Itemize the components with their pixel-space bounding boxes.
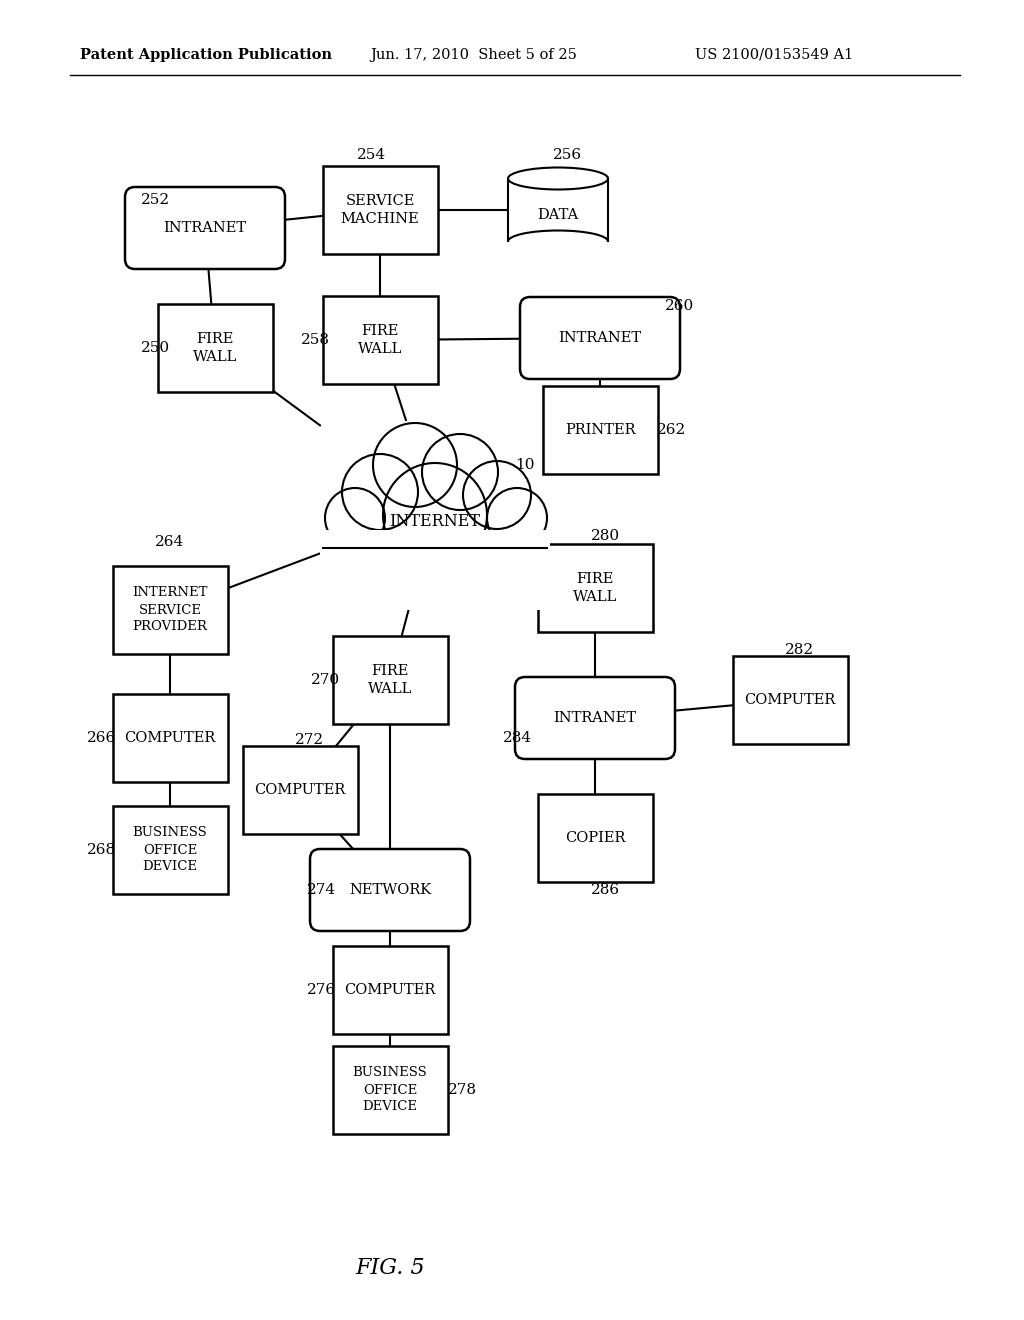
Text: 270: 270 xyxy=(310,673,340,686)
Bar xyxy=(323,166,437,253)
Text: 272: 272 xyxy=(296,733,325,747)
Text: 282: 282 xyxy=(785,643,814,657)
Text: FIG. 5: FIG. 5 xyxy=(355,1257,425,1279)
Bar xyxy=(323,296,437,384)
Text: 274: 274 xyxy=(307,883,337,898)
Text: US 2100/0153549 A1: US 2100/0153549 A1 xyxy=(695,48,853,62)
Bar xyxy=(506,242,610,255)
Circle shape xyxy=(325,488,385,548)
Text: INTRANET: INTRANET xyxy=(164,220,247,235)
Text: SERVICE
MACHINE: SERVICE MACHINE xyxy=(341,194,420,226)
FancyBboxPatch shape xyxy=(125,187,285,269)
Text: 276: 276 xyxy=(307,983,337,997)
FancyBboxPatch shape xyxy=(515,677,675,759)
Text: 258: 258 xyxy=(300,333,330,347)
Circle shape xyxy=(422,434,498,510)
Bar xyxy=(538,544,652,632)
Text: INTRANET: INTRANET xyxy=(558,331,642,345)
FancyBboxPatch shape xyxy=(310,849,470,931)
Bar xyxy=(158,304,272,392)
Text: 252: 252 xyxy=(140,193,170,207)
Text: DATA: DATA xyxy=(538,209,579,222)
Text: 278: 278 xyxy=(447,1082,476,1097)
Text: COMPUTER: COMPUTER xyxy=(344,983,435,997)
Bar xyxy=(319,531,550,610)
Text: PRINTER: PRINTER xyxy=(565,422,635,437)
Text: FIRE
WALL: FIRE WALL xyxy=(572,572,617,605)
Text: 256: 256 xyxy=(553,148,583,162)
Bar xyxy=(732,656,848,744)
Bar xyxy=(333,946,447,1034)
FancyBboxPatch shape xyxy=(520,297,680,379)
Text: COPIER: COPIER xyxy=(565,832,626,845)
Bar xyxy=(333,1045,447,1134)
Text: 284: 284 xyxy=(503,731,531,744)
Text: 266: 266 xyxy=(87,731,117,744)
Text: COMPUTER: COMPUTER xyxy=(124,731,216,744)
Text: Patent Application Publication: Patent Application Publication xyxy=(80,48,332,62)
Text: INTERNET
SERVICE
PROVIDER: INTERNET SERVICE PROVIDER xyxy=(132,586,208,634)
Text: 10: 10 xyxy=(515,458,535,473)
Text: 286: 286 xyxy=(591,883,620,898)
Bar xyxy=(508,178,608,242)
Text: COMPUTER: COMPUTER xyxy=(254,783,346,797)
Ellipse shape xyxy=(508,168,608,190)
Circle shape xyxy=(383,463,487,568)
Bar xyxy=(113,807,227,894)
Ellipse shape xyxy=(508,231,608,252)
Bar xyxy=(113,694,227,781)
Circle shape xyxy=(487,488,547,548)
Circle shape xyxy=(463,461,531,529)
Text: 250: 250 xyxy=(140,341,170,355)
Bar xyxy=(113,566,227,653)
Circle shape xyxy=(373,422,457,507)
Text: FIRE
WALL: FIRE WALL xyxy=(368,664,413,696)
Bar xyxy=(538,795,652,882)
Text: 254: 254 xyxy=(357,148,387,162)
Text: INTERNET: INTERNET xyxy=(389,513,480,531)
Text: Jun. 17, 2010  Sheet 5 of 25: Jun. 17, 2010 Sheet 5 of 25 xyxy=(370,48,577,62)
Text: FIRE
WALL: FIRE WALL xyxy=(357,323,402,356)
Text: BUSINESS
OFFICE
DEVICE: BUSINESS OFFICE DEVICE xyxy=(133,826,208,874)
Text: BUSINESS
OFFICE
DEVICE: BUSINESS OFFICE DEVICE xyxy=(352,1067,427,1114)
Text: 268: 268 xyxy=(87,843,117,857)
Text: 262: 262 xyxy=(657,422,687,437)
Bar xyxy=(243,746,357,834)
Bar xyxy=(543,385,657,474)
Circle shape xyxy=(342,454,418,531)
Text: INTRANET: INTRANET xyxy=(553,711,637,725)
Text: FIRE
WALL: FIRE WALL xyxy=(193,331,238,364)
Text: NETWORK: NETWORK xyxy=(349,883,431,898)
Text: 264: 264 xyxy=(156,535,184,549)
Text: 280: 280 xyxy=(591,529,620,543)
Bar xyxy=(333,636,447,723)
Text: 260: 260 xyxy=(666,300,694,313)
Text: COMPUTER: COMPUTER xyxy=(744,693,836,708)
